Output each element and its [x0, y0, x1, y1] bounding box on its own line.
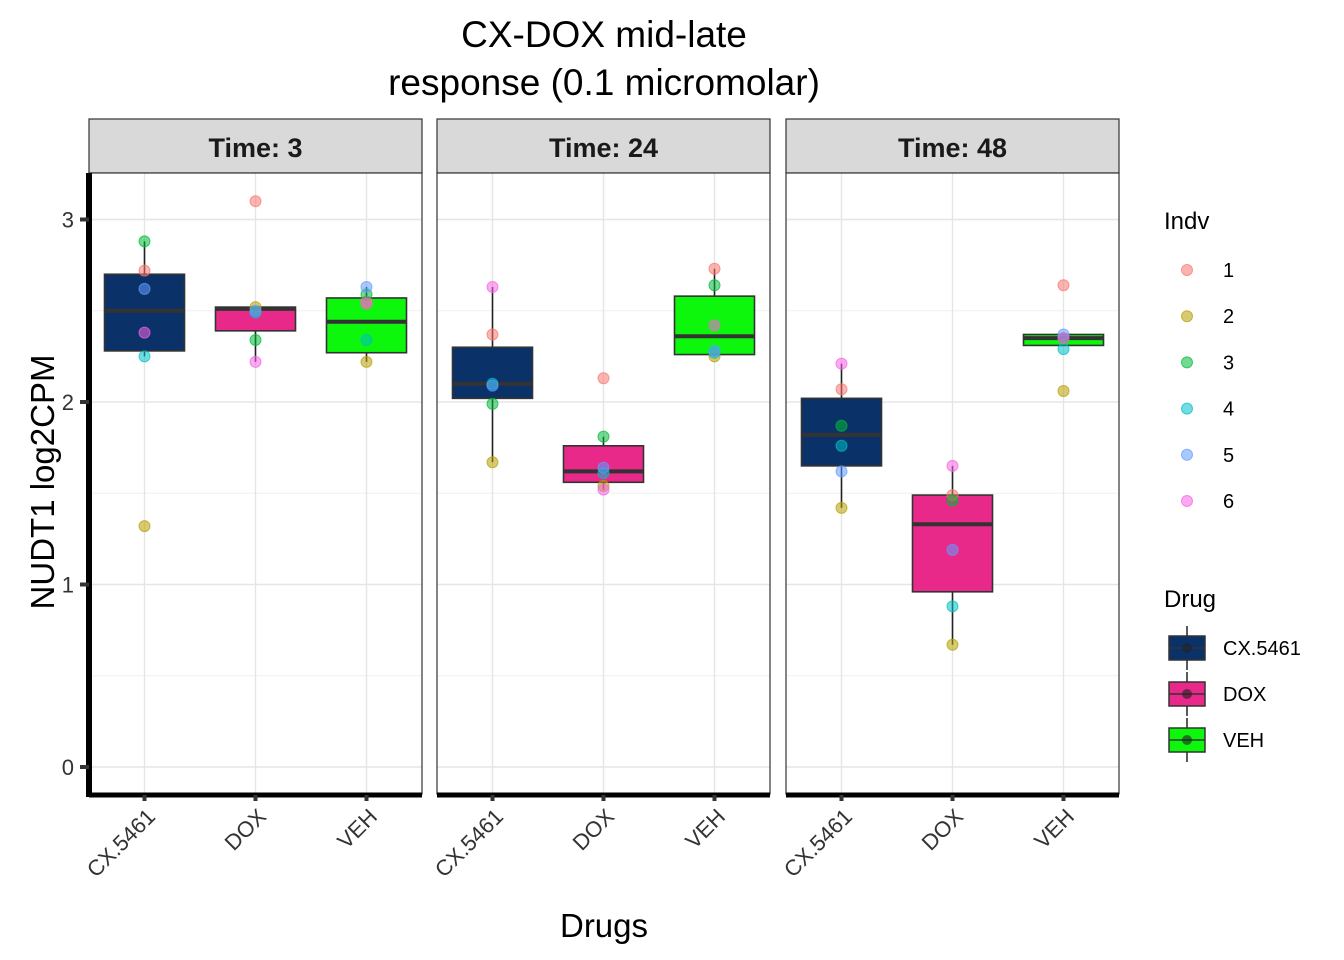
x-tick-label: DOX [917, 804, 969, 856]
legend-label-drug: VEH [1223, 730, 1264, 752]
data-point [708, 279, 721, 292]
data-point [360, 355, 373, 368]
legend-title-drug: Drug [1164, 586, 1216, 613]
legend-title-indv: Indv [1164, 208, 1209, 235]
data-point [1057, 343, 1070, 356]
data-point [486, 379, 499, 392]
legend-key-indv [1181, 402, 1193, 415]
x-tick-label: CX.5461 [430, 804, 508, 882]
x-tick-label: VEH [332, 804, 382, 854]
facet-panel: Time: 48 CX.5461 DOX VEH [779, 118, 1120, 882]
x-tick-label: DOX [568, 804, 620, 856]
legend-key-indv [1181, 495, 1193, 507]
legend-label-drug: CX.5461 [1223, 638, 1301, 660]
data-point [835, 465, 848, 478]
legend-key-point [1182, 643, 1192, 653]
legend-key-indv [1181, 310, 1193, 323]
legends: Indv 1 2 3 4 5 6 Drug CX.5461 DOX VEH [1164, 208, 1301, 762]
data-point [249, 333, 262, 346]
box-body [800, 397, 883, 467]
data-point [835, 357, 848, 370]
data-point [835, 501, 848, 514]
facet-panel: Time: 24 CX.5461 DOX VEH [430, 118, 771, 882]
facet-panel: Time: 3 CX.5461 DOX VEH [82, 118, 423, 882]
data-point [486, 456, 499, 469]
x-tick-label: VEH [1029, 804, 1079, 854]
data-point [1057, 279, 1070, 292]
data-point [360, 333, 373, 346]
legend-label-indv: 2 [1223, 306, 1234, 328]
y-tick-label: 3 [62, 208, 74, 233]
box-body [911, 494, 994, 593]
data-point [708, 319, 721, 332]
data-point [946, 600, 959, 613]
data-point [486, 397, 499, 410]
legend-key-indv [1181, 448, 1193, 461]
data-point [138, 350, 151, 363]
data-point [249, 195, 262, 208]
data-point [138, 520, 151, 533]
legend-key-point [1182, 689, 1192, 699]
data-point [597, 430, 610, 443]
x-axis-title: Drugs [560, 907, 648, 944]
data-point [138, 264, 151, 277]
legend-label-indv: 4 [1223, 399, 1234, 421]
facet-strip-label: Time: 48 [898, 133, 1007, 163]
data-point [486, 281, 499, 294]
x-tick-label: VEH [680, 804, 730, 854]
data-point [360, 281, 373, 294]
facet-strip-label: Time: 3 [208, 133, 302, 163]
data-point [138, 326, 151, 339]
data-point [486, 328, 499, 341]
data-point [1057, 385, 1070, 398]
data-point [946, 459, 959, 472]
data-point [360, 297, 373, 310]
legend-key-indv [1181, 264, 1193, 276]
y-axis: 0 1 2 3 [62, 173, 92, 797]
legend-key-point [1182, 735, 1192, 745]
data-point [946, 494, 959, 507]
x-tick-label: CX.5461 [779, 804, 857, 882]
y-tick-label: 1 [62, 573, 74, 598]
data-point [708, 262, 721, 275]
facet-strip-label: Time: 24 [549, 133, 658, 163]
data-point [249, 355, 262, 368]
data-point [138, 235, 151, 248]
y-tick-label: 2 [62, 390, 74, 415]
data-point [597, 461, 610, 474]
data-point [835, 439, 848, 452]
data-point [597, 483, 610, 496]
x-tick-label: CX.5461 [82, 804, 160, 882]
data-point [946, 543, 959, 556]
data-point [946, 638, 959, 651]
data-point [249, 304, 262, 317]
chart-title-line-1: CX-DOX mid-late [461, 14, 747, 55]
facet-strip [785, 118, 1120, 174]
data-point [138, 282, 151, 295]
legend-label-indv: 3 [1223, 352, 1234, 374]
facet-strip [436, 118, 771, 174]
legend-key-indv [1181, 356, 1193, 369]
data-point [835, 419, 848, 432]
legend-label-drug: DOX [1223, 684, 1266, 706]
y-tick-label: 0 [62, 755, 74, 780]
chart-title-line-2: response (0.1 micromolar) [388, 62, 820, 103]
legend-label-indv: 1 [1223, 260, 1234, 282]
boxplot-dox [911, 465, 994, 645]
legend-label-indv: 5 [1223, 445, 1234, 467]
y-axis-title: NUDT1 log2CPM [24, 355, 61, 610]
data-point [708, 344, 721, 357]
facet-panels: Time: 3 CX.5461 DOX VEH Time: 24 CX.5461 DOX VE… [62, 118, 1120, 882]
data-point [835, 383, 848, 396]
legend-label-indv: 6 [1223, 491, 1234, 513]
data-point [1057, 332, 1070, 345]
data-point [597, 372, 610, 385]
facet-strip [88, 118, 423, 174]
x-tick-label: DOX [220, 804, 272, 856]
